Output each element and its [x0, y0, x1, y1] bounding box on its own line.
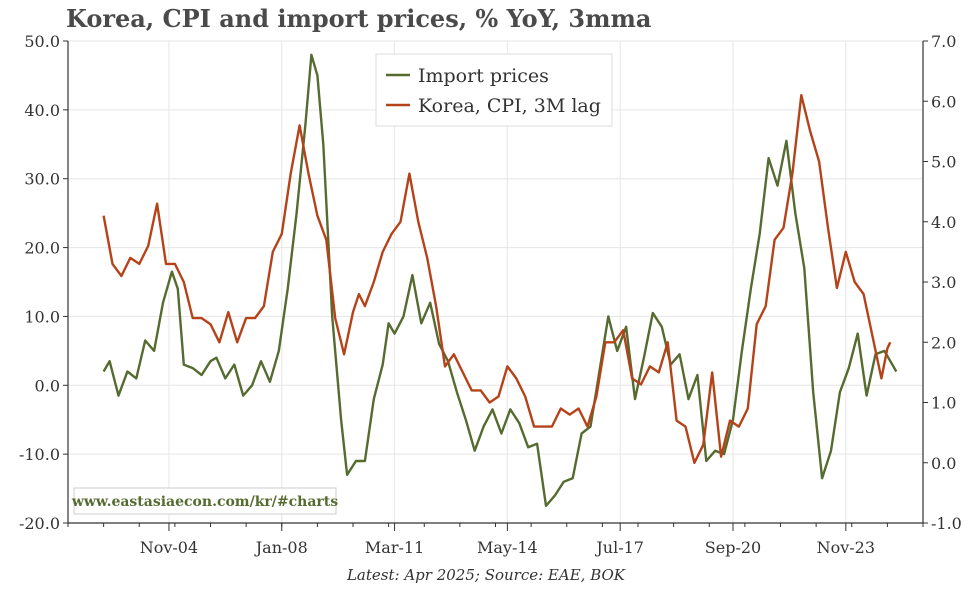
- watermark-text: www.eastasiaecon.com/kr/#charts: [71, 494, 338, 510]
- y-left-tick-label: -20.0: [19, 514, 60, 533]
- x-tick-label: May-14: [477, 538, 538, 557]
- y-left-tick-label: 0.0: [35, 376, 60, 395]
- series-line-import-prices: [102, 53, 898, 507]
- x-tick-label: Nov-04: [140, 538, 198, 557]
- legend-label-korea-cpi: Korea, CPI, 3M lag: [418, 95, 601, 117]
- x-tick-label: Nov-23: [817, 538, 875, 557]
- watermark-box: [73, 487, 337, 515]
- y-left-tick-label: -10.0: [19, 445, 60, 464]
- x-tick-label: Sep-20: [705, 538, 761, 557]
- y-right-tick-label: 3.0: [931, 273, 956, 292]
- legend-label-import-prices: Import prices: [418, 65, 549, 87]
- y-right-tick-label: 2.0: [931, 333, 956, 352]
- y-right-tick-label: 6.0: [931, 92, 956, 111]
- chart-footer-source: Latest: Apr 2025; Source: EAE, BOK: [346, 566, 626, 584]
- y-right-tick-label: 4.0: [931, 213, 956, 232]
- x-tick-label: Jan-08: [254, 538, 308, 557]
- y-right-tick-label: 1.0: [931, 394, 956, 413]
- y-left-tick-label: 40.0: [24, 101, 60, 120]
- x-tick-label: Mar-11: [365, 538, 424, 557]
- y-left-tick-label: 20.0: [24, 239, 60, 258]
- chart-svg: -20.0 -10.0 0.0 10.0 20.0 30.0 40.0 50.0 -1.0 0.0…: [19, 32, 962, 557]
- chart-title: Korea, CPI and import prices, % YoY, 3mm…: [66, 4, 652, 33]
- x-tick-label: Jul-17: [594, 538, 644, 557]
- y-left-tick-label: 10.0: [24, 307, 60, 326]
- y-left-tick-label: 50.0: [24, 32, 60, 51]
- y-right-tick-label: -1.0: [931, 514, 962, 533]
- y-right-tick-label: 7.0: [931, 32, 956, 51]
- y-right-tick-label: 5.0: [931, 153, 956, 172]
- legend-box: [375, 53, 613, 127]
- y-right-tick-label: 0.0: [931, 454, 956, 473]
- series-line-korea-cpi: [102, 94, 892, 464]
- y-left-tick-label: 30.0: [24, 170, 60, 189]
